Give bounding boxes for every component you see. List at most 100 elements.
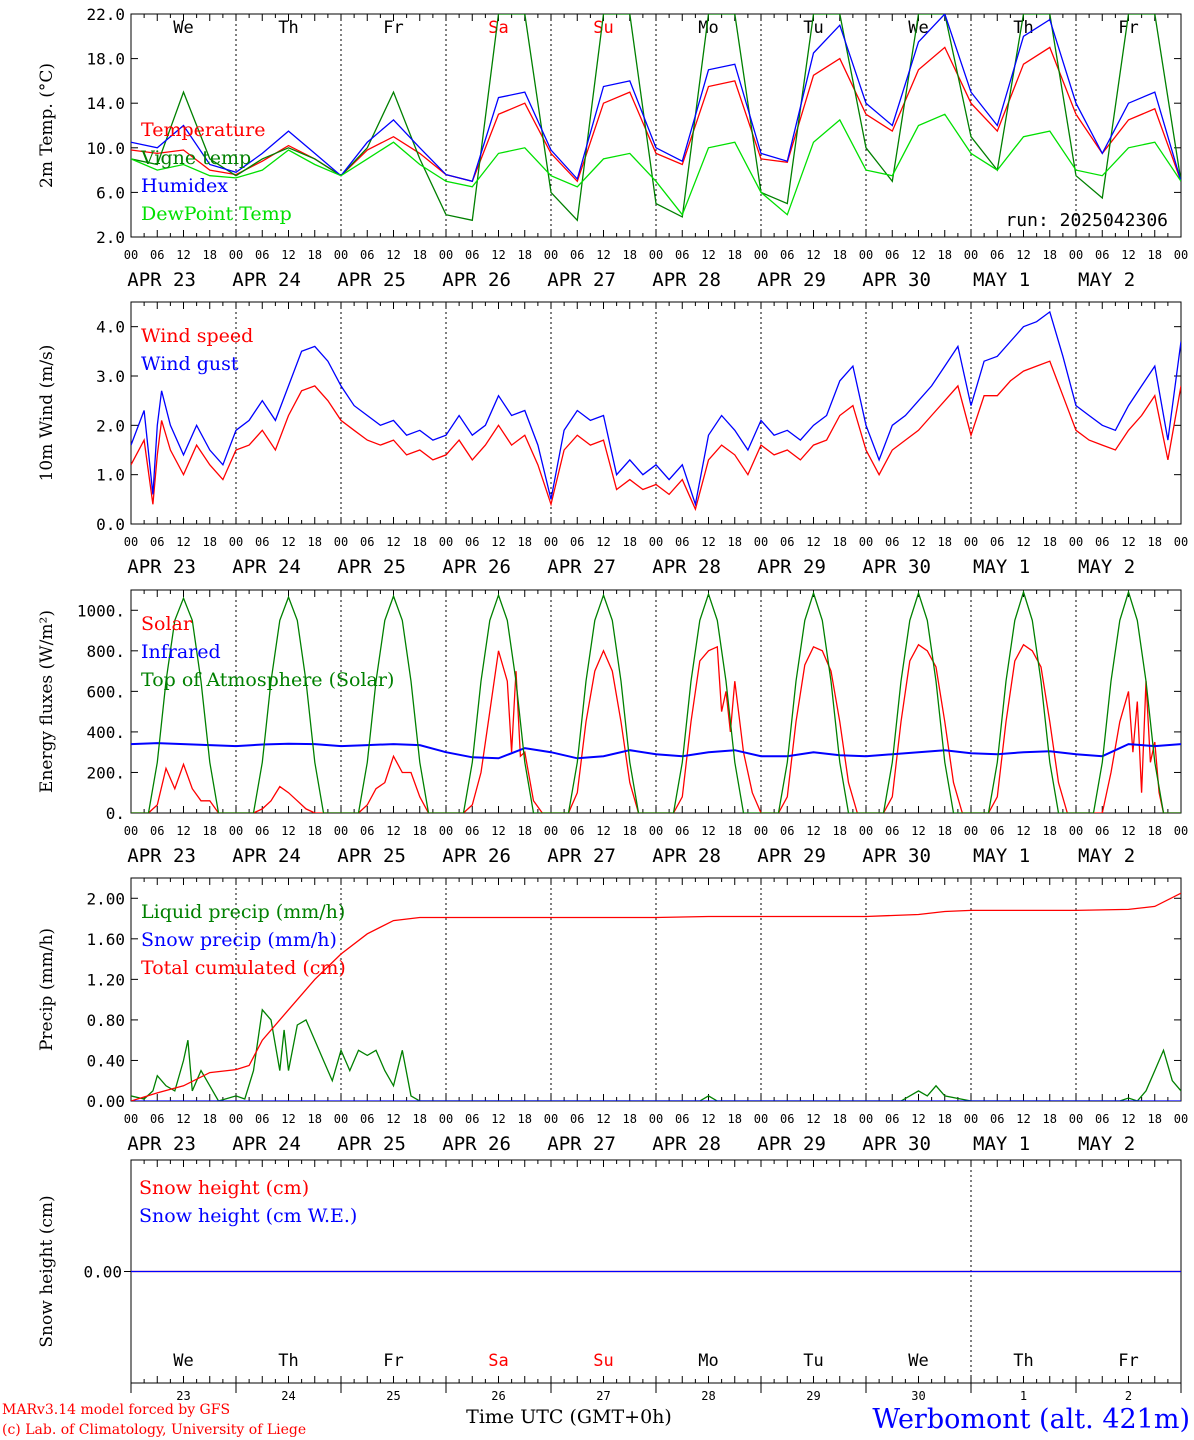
y-tick-label: 22.0 bbox=[86, 5, 125, 24]
x-tick-label: 18 bbox=[728, 535, 742, 549]
x-tick-label: 18 bbox=[1043, 824, 1057, 838]
legend-entry: Humidex bbox=[141, 175, 228, 197]
x-tick-label: 18 bbox=[1148, 248, 1162, 262]
x-tick-label: 12 bbox=[806, 1112, 820, 1126]
x-tick-label: 18 bbox=[623, 535, 637, 549]
y-tick-label: 600. bbox=[86, 682, 125, 701]
x-tick-label: 18 bbox=[203, 824, 217, 838]
x-tick-label: 00 bbox=[1174, 248, 1188, 262]
day-of-week-label: Tu bbox=[803, 1351, 823, 1371]
x-tick-label: 18 bbox=[1043, 535, 1057, 549]
x-tick-label: 00 bbox=[649, 535, 663, 549]
day-of-week-label: Sa bbox=[488, 18, 508, 38]
footer-model-credit: MARv3.14 model forced by GFS bbox=[2, 1402, 230, 1418]
legend-entry: Total cumulated (cm) bbox=[141, 957, 346, 979]
x-tick-label: 06 bbox=[780, 535, 794, 549]
x-tick-label: 12 bbox=[911, 824, 925, 838]
x-tick-label: 18 bbox=[833, 248, 847, 262]
x-tick-label: 12 bbox=[176, 535, 190, 549]
y-tick-label: 1000. bbox=[77, 601, 125, 620]
y-axis-label: Energy fluxes (W/m²) bbox=[37, 610, 57, 793]
x-tick-label: 06 bbox=[150, 1112, 164, 1126]
y-tick-label: 6.0 bbox=[96, 183, 125, 202]
x-tick-label: 06 bbox=[360, 1112, 374, 1126]
x-tick-label: 18 bbox=[518, 248, 532, 262]
x-tick-label: 06 bbox=[1095, 535, 1109, 549]
run-label: run: 2025042306 bbox=[1005, 210, 1168, 231]
x-tick-label: 18 bbox=[938, 248, 952, 262]
x-tick-label: 12 bbox=[176, 1112, 190, 1126]
panel-snow: 0.00 Snow height (cm) We Th Fr Sa Su Mo Tu We Th Fr… bbox=[37, 1159, 1182, 1403]
day-of-week-label: Mo bbox=[698, 1351, 718, 1371]
x-tick-label: 06 bbox=[465, 248, 479, 262]
x-tick-label: 06 bbox=[990, 824, 1004, 838]
legend-entry: Snow precip (mm/h) bbox=[141, 929, 337, 951]
y-tick-label: 0.40 bbox=[86, 1051, 125, 1070]
x-tick-label: 06 bbox=[675, 248, 689, 262]
x-tick-label: 12 bbox=[596, 824, 610, 838]
x-tick-label: 06 bbox=[675, 824, 689, 838]
y-tick-label: 14.0 bbox=[86, 94, 125, 113]
x-tick-label: 06 bbox=[255, 248, 269, 262]
legend-entry: Temperature bbox=[141, 119, 265, 141]
x-tick-label: 00 bbox=[229, 1112, 243, 1126]
x-tick-label: 00 bbox=[754, 535, 768, 549]
y-axis-label: 2m Temp. (°C) bbox=[37, 63, 57, 188]
date-label: APR 23 bbox=[127, 845, 196, 867]
x-tick-label: 18 bbox=[623, 1112, 637, 1126]
y-tick-label: 800. bbox=[86, 642, 125, 661]
date-label: APR 30 bbox=[862, 845, 931, 867]
x-tick-label: 12 bbox=[701, 824, 715, 838]
legend-entry: Infrared bbox=[141, 641, 221, 663]
date-label: APR 24 bbox=[232, 845, 301, 867]
x-tick-label: 06 bbox=[255, 824, 269, 838]
y-axis-label: 10m Wind (m/s) bbox=[37, 345, 57, 482]
x-tick-label: 00 bbox=[859, 248, 873, 262]
y-tick-label: 0.00 bbox=[83, 1263, 122, 1282]
legend-entry: Snow height (cm W.E.) bbox=[139, 1205, 357, 1227]
x-tick-label: 12 bbox=[1016, 248, 1030, 262]
day-of-week-label: Fr bbox=[1118, 1351, 1138, 1371]
x-tick-label: 18 bbox=[1148, 535, 1162, 549]
x-tick-label: 00 bbox=[754, 824, 768, 838]
date-label: APR 26 bbox=[442, 556, 511, 578]
x-tick-label: 18 bbox=[833, 535, 847, 549]
x-tick-label: 06 bbox=[780, 248, 794, 262]
x-tick-label: 06 bbox=[255, 535, 269, 549]
y-tick-label: 0.0 bbox=[96, 515, 125, 534]
x-tick-label: 06 bbox=[570, 248, 584, 262]
y-tick-label: 400. bbox=[86, 723, 125, 742]
x-tick-label: 06 bbox=[780, 824, 794, 838]
day-of-week-label: We bbox=[908, 1351, 928, 1371]
date-label: MAY 1 bbox=[973, 1133, 1030, 1155]
x-tick-label: 12 bbox=[491, 824, 505, 838]
x-tick-label: 00 bbox=[1069, 1112, 1083, 1126]
x-tick-label: 06 bbox=[150, 535, 164, 549]
x-tick-label: 00 bbox=[1174, 1112, 1188, 1126]
x-tick-label: 12 bbox=[911, 1112, 925, 1126]
x-tick-label: 12 bbox=[176, 248, 190, 262]
x-tick-label: 00 bbox=[229, 248, 243, 262]
x-tick-label: 12 bbox=[1121, 248, 1135, 262]
date-label: APR 24 bbox=[232, 269, 301, 291]
legend-entry: Snow height (cm) bbox=[139, 1177, 309, 1199]
x-tick-label: 06 bbox=[990, 535, 1004, 549]
x-tick-label: 12 bbox=[281, 535, 295, 549]
day-of-week-label: Su bbox=[593, 18, 613, 38]
x-tick-label: 18 bbox=[308, 824, 322, 838]
day-number-label: 1 bbox=[1020, 1389, 1027, 1403]
y-tick-label: 3.0 bbox=[96, 367, 125, 386]
x-tick-label: 18 bbox=[938, 535, 952, 549]
date-label: APR 26 bbox=[442, 845, 511, 867]
series-line-infrared bbox=[131, 742, 1181, 760]
date-label: APR 29 bbox=[757, 269, 826, 291]
legend-entry: Wind speed bbox=[141, 325, 253, 347]
x-tick-label: 18 bbox=[728, 248, 742, 262]
x-tick-label: 06 bbox=[150, 248, 164, 262]
x-tick-label: 06 bbox=[780, 1112, 794, 1126]
x-tick-label: 18 bbox=[413, 824, 427, 838]
x-tick-label: 18 bbox=[623, 824, 637, 838]
series-group bbox=[131, 310, 1181, 512]
x-tick-label: 18 bbox=[203, 1112, 217, 1126]
